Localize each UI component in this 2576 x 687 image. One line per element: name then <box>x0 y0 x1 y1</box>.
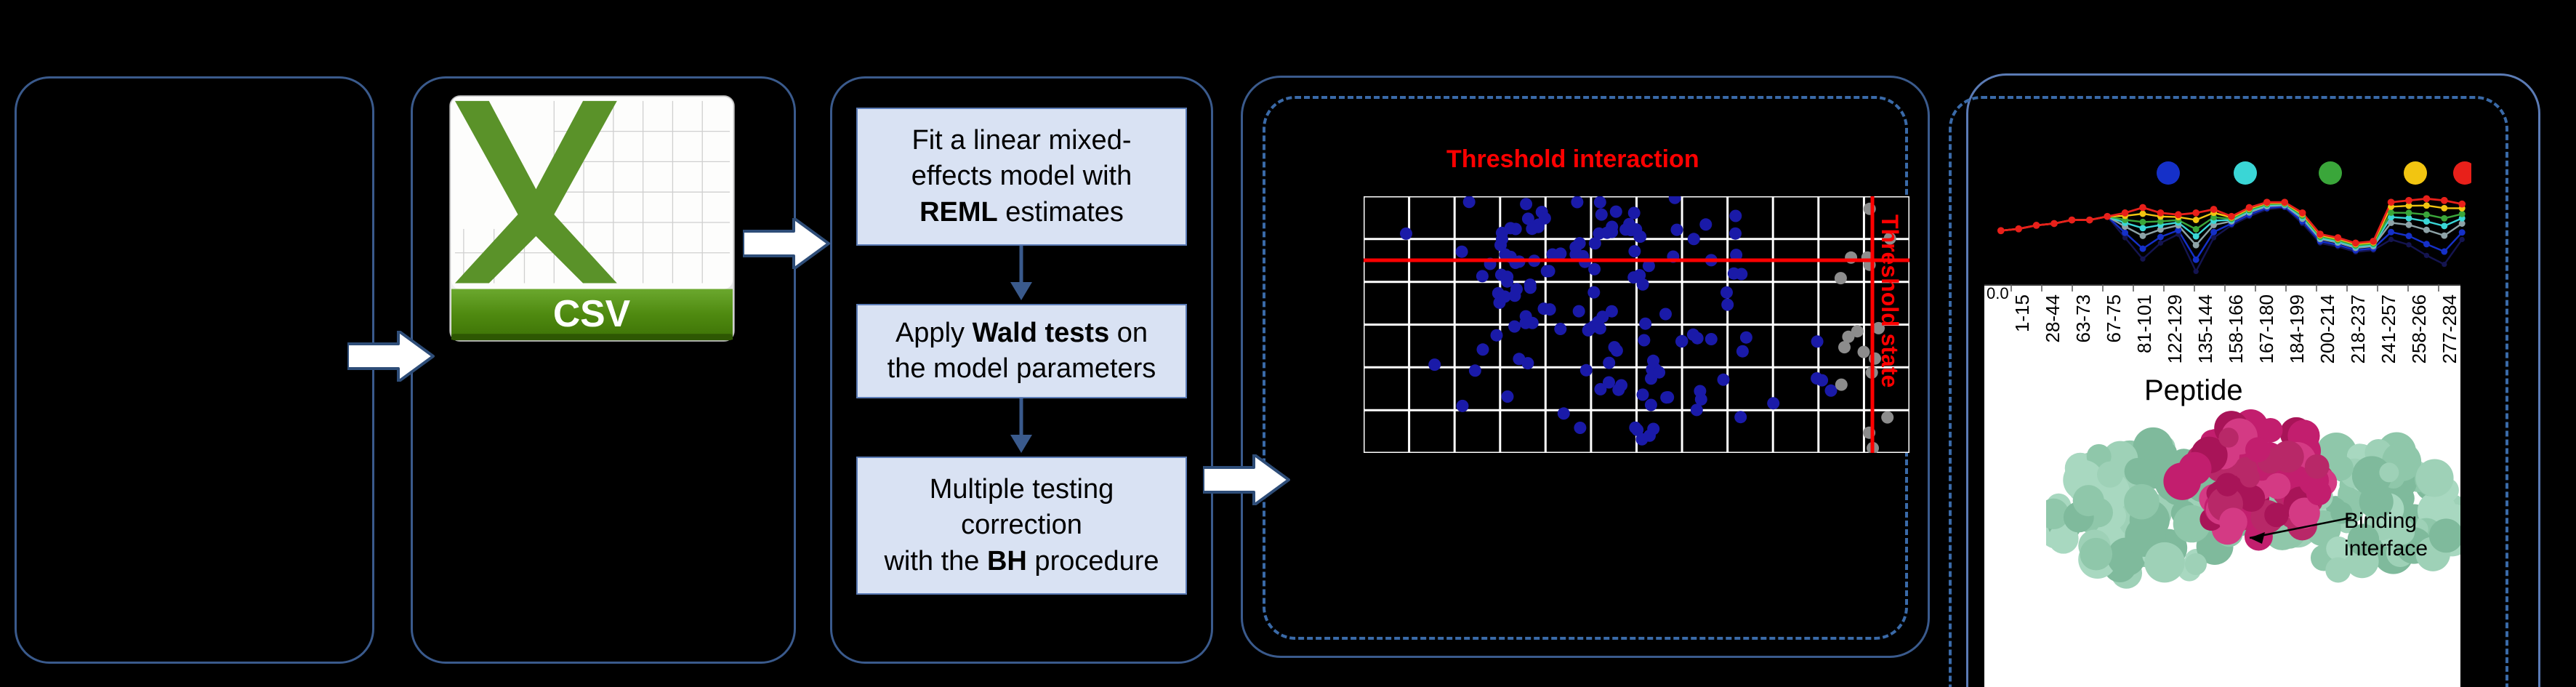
svg-text:CSV: CSV <box>553 292 631 334</box>
